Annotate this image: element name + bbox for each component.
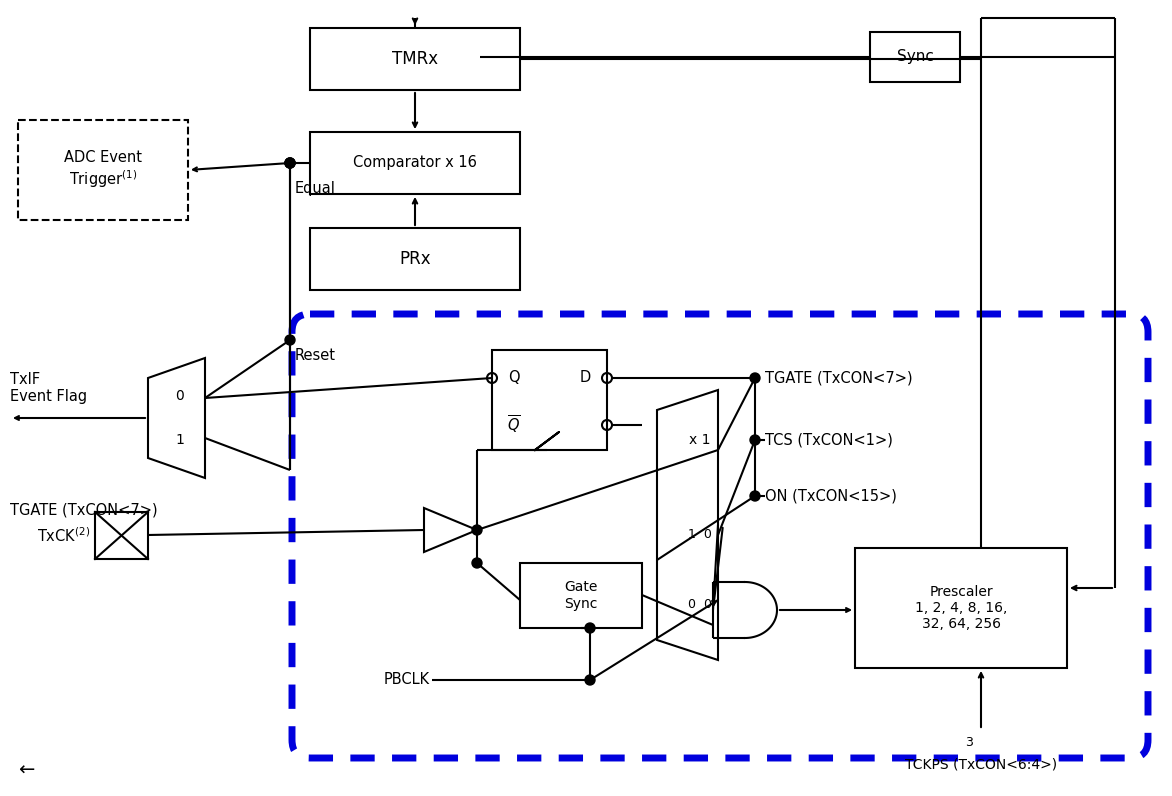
Bar (520, 563, 642, 628)
Text: TGATE (TxCON<7>): TGATE (TxCON<7>) (765, 370, 913, 385)
Circle shape (585, 675, 595, 685)
Circle shape (285, 158, 295, 168)
Circle shape (472, 525, 482, 535)
Text: 1  0: 1 0 (688, 529, 711, 541)
Text: PRx: PRx (400, 250, 431, 268)
Bar (870, 32, 960, 82)
Text: x 1: x 1 (689, 433, 710, 447)
Text: D: D (579, 370, 591, 385)
Text: Q: Q (509, 370, 520, 385)
Text: ADC Event
Trigger$^{(1)}$: ADC Event Trigger$^{(1)}$ (64, 150, 142, 190)
Text: Comparator x 16: Comparator x 16 (353, 155, 477, 170)
Circle shape (750, 491, 759, 501)
Circle shape (472, 558, 482, 568)
Circle shape (285, 335, 295, 345)
Circle shape (285, 158, 295, 168)
Bar (95, 512, 148, 559)
Bar (492, 350, 607, 450)
Circle shape (585, 623, 595, 633)
Text: TCS (TxCON<1>): TCS (TxCON<1>) (765, 432, 893, 447)
Text: 0: 0 (176, 389, 184, 403)
Bar (311, 228, 520, 290)
Text: TxIF
Event Flag: TxIF Event Flag (11, 372, 87, 404)
Text: Gate
Sync: Gate Sync (564, 580, 598, 611)
Text: 0  0: 0 0 (688, 599, 713, 611)
Circle shape (750, 435, 759, 445)
Bar (311, 28, 520, 90)
Text: Sync: Sync (897, 49, 933, 64)
Circle shape (285, 158, 295, 168)
Bar (311, 132, 520, 194)
Text: ←: ← (18, 760, 34, 779)
Text: Equal: Equal (295, 181, 336, 196)
Text: PBCLK: PBCLK (384, 673, 430, 688)
Text: Reset: Reset (295, 348, 336, 362)
Bar (856, 548, 1067, 668)
Text: TxCK$^{(2)}$: TxCK$^{(2)}$ (36, 526, 90, 544)
Text: ON (TxCON<15>): ON (TxCON<15>) (765, 489, 897, 504)
Text: Prescaler
1, 2, 4, 8, 16,
32, 64, 256: Prescaler 1, 2, 4, 8, 16, 32, 64, 256 (915, 585, 1007, 631)
Circle shape (750, 373, 759, 383)
Text: 1: 1 (176, 433, 184, 447)
Text: TMRx: TMRx (391, 50, 438, 68)
Text: TGATE (TxCON<7>): TGATE (TxCON<7>) (11, 502, 157, 517)
Text: 3: 3 (965, 736, 973, 748)
Bar (18, 120, 188, 220)
Text: $\overline{Q}$: $\overline{Q}$ (507, 414, 520, 436)
Text: TCKPS (TxCON<6:4>): TCKPS (TxCON<6:4>) (905, 758, 1057, 772)
